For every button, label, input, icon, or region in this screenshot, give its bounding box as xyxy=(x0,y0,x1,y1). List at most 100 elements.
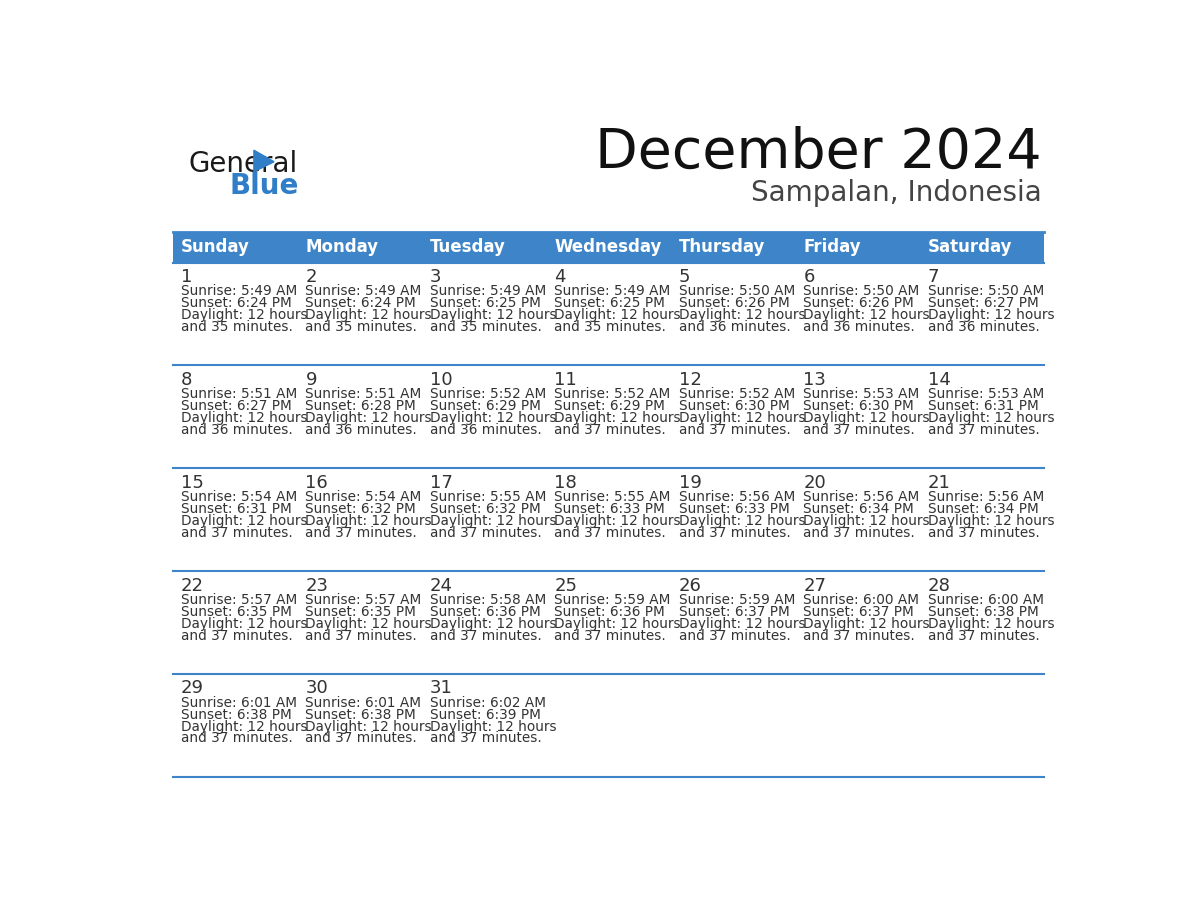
Text: 5: 5 xyxy=(678,268,690,286)
Text: Daylight: 12 hours: Daylight: 12 hours xyxy=(181,617,308,631)
Text: Daylight: 12 hours: Daylight: 12 hours xyxy=(555,514,681,528)
Text: Sunset: 6:32 PM: Sunset: 6:32 PM xyxy=(430,502,541,516)
Text: and 37 minutes.: and 37 minutes. xyxy=(555,629,666,643)
Text: and 37 minutes.: and 37 minutes. xyxy=(430,629,542,643)
Text: 15: 15 xyxy=(181,474,204,492)
Text: Sunrise: 5:55 AM: Sunrise: 5:55 AM xyxy=(430,490,546,504)
Text: Sunrise: 5:57 AM: Sunrise: 5:57 AM xyxy=(181,593,297,607)
Bar xyxy=(173,263,1044,365)
Text: Daylight: 12 hours: Daylight: 12 hours xyxy=(430,720,556,733)
Text: Sunset: 6:27 PM: Sunset: 6:27 PM xyxy=(181,399,292,413)
Text: Sunset: 6:25 PM: Sunset: 6:25 PM xyxy=(430,297,541,310)
Bar xyxy=(671,365,796,468)
Text: Sunrise: 5:56 AM: Sunrise: 5:56 AM xyxy=(803,490,920,504)
Text: and 36 minutes.: and 36 minutes. xyxy=(803,320,915,334)
Text: Daylight: 12 hours: Daylight: 12 hours xyxy=(678,514,805,528)
Text: Daylight: 12 hours: Daylight: 12 hours xyxy=(678,308,805,322)
Text: 28: 28 xyxy=(928,577,950,595)
Text: Sunset: 6:33 PM: Sunset: 6:33 PM xyxy=(555,502,665,516)
Text: Sunset: 6:34 PM: Sunset: 6:34 PM xyxy=(803,502,914,516)
Text: Daylight: 12 hours: Daylight: 12 hours xyxy=(181,720,308,733)
Text: Sunset: 6:35 PM: Sunset: 6:35 PM xyxy=(305,605,416,619)
Bar xyxy=(671,674,796,777)
Text: Sunset: 6:33 PM: Sunset: 6:33 PM xyxy=(678,502,790,516)
Text: and 37 minutes.: and 37 minutes. xyxy=(305,526,417,540)
Text: 2: 2 xyxy=(305,268,317,286)
Bar xyxy=(796,674,920,777)
Text: and 37 minutes.: and 37 minutes. xyxy=(181,732,292,745)
Text: Sunrise: 5:49 AM: Sunrise: 5:49 AM xyxy=(181,285,297,298)
Text: Sunset: 6:24 PM: Sunset: 6:24 PM xyxy=(181,297,292,310)
Bar xyxy=(422,468,546,571)
Text: Sunrise: 5:53 AM: Sunrise: 5:53 AM xyxy=(928,387,1044,401)
Text: Sunrise: 5:59 AM: Sunrise: 5:59 AM xyxy=(678,593,795,607)
Bar xyxy=(298,571,422,674)
Text: and 37 minutes.: and 37 minutes. xyxy=(803,423,915,437)
Bar xyxy=(796,263,920,365)
Text: 24: 24 xyxy=(430,577,453,595)
Bar xyxy=(920,571,1044,674)
Bar xyxy=(173,263,298,365)
Text: 20: 20 xyxy=(803,474,826,492)
Text: 4: 4 xyxy=(555,268,565,286)
Text: Daylight: 12 hours: Daylight: 12 hours xyxy=(803,514,930,528)
Text: Sunrise: 5:56 AM: Sunrise: 5:56 AM xyxy=(678,490,795,504)
Text: 12: 12 xyxy=(678,371,702,389)
Bar xyxy=(671,468,796,571)
Text: Daylight: 12 hours: Daylight: 12 hours xyxy=(305,617,432,631)
Text: and 35 minutes.: and 35 minutes. xyxy=(181,320,293,334)
Bar xyxy=(920,263,1044,365)
Bar xyxy=(796,571,920,674)
Bar xyxy=(173,468,298,571)
Text: Sunset: 6:32 PM: Sunset: 6:32 PM xyxy=(305,502,416,516)
Bar xyxy=(298,365,422,468)
Text: Sunset: 6:37 PM: Sunset: 6:37 PM xyxy=(678,605,790,619)
Text: Sunrise: 5:57 AM: Sunrise: 5:57 AM xyxy=(305,593,422,607)
Text: and 37 minutes.: and 37 minutes. xyxy=(430,526,542,540)
Text: Sunset: 6:24 PM: Sunset: 6:24 PM xyxy=(305,297,416,310)
Text: Daylight: 12 hours: Daylight: 12 hours xyxy=(430,308,556,322)
Text: and 36 minutes.: and 36 minutes. xyxy=(430,423,542,437)
Text: Sunset: 6:31 PM: Sunset: 6:31 PM xyxy=(928,399,1038,413)
Text: Daylight: 12 hours: Daylight: 12 hours xyxy=(928,411,1054,425)
Text: Sunrise: 5:50 AM: Sunrise: 5:50 AM xyxy=(678,285,795,298)
Text: and 35 minutes.: and 35 minutes. xyxy=(305,320,417,334)
Text: Daylight: 12 hours: Daylight: 12 hours xyxy=(430,411,556,425)
Text: 23: 23 xyxy=(305,577,329,595)
Text: Daylight: 12 hours: Daylight: 12 hours xyxy=(928,514,1054,528)
Text: Sunrise: 6:01 AM: Sunrise: 6:01 AM xyxy=(181,696,297,710)
Text: Sunset: 6:35 PM: Sunset: 6:35 PM xyxy=(181,605,292,619)
Text: 9: 9 xyxy=(305,371,317,389)
Text: 22: 22 xyxy=(181,577,204,595)
Text: Daylight: 12 hours: Daylight: 12 hours xyxy=(305,308,432,322)
Text: Sunset: 6:34 PM: Sunset: 6:34 PM xyxy=(928,502,1038,516)
Bar xyxy=(298,263,422,365)
Text: Sunset: 6:36 PM: Sunset: 6:36 PM xyxy=(555,605,665,619)
Text: 17: 17 xyxy=(430,474,453,492)
Text: Daylight: 12 hours: Daylight: 12 hours xyxy=(803,411,930,425)
Bar xyxy=(173,232,1044,263)
Bar xyxy=(546,263,671,365)
Text: Sunrise: 5:59 AM: Sunrise: 5:59 AM xyxy=(555,593,671,607)
Text: Daylight: 12 hours: Daylight: 12 hours xyxy=(305,720,432,733)
Bar xyxy=(920,468,1044,571)
Text: and 35 minutes.: and 35 minutes. xyxy=(555,320,666,334)
Text: Sunrise: 6:01 AM: Sunrise: 6:01 AM xyxy=(305,696,422,710)
Text: 7: 7 xyxy=(928,268,940,286)
Text: Sunset: 6:29 PM: Sunset: 6:29 PM xyxy=(555,399,665,413)
Text: and 37 minutes.: and 37 minutes. xyxy=(678,423,790,437)
Text: and 36 minutes.: and 36 minutes. xyxy=(305,423,417,437)
Text: Sunrise: 5:49 AM: Sunrise: 5:49 AM xyxy=(430,285,546,298)
Text: Sunrise: 5:52 AM: Sunrise: 5:52 AM xyxy=(555,387,671,401)
Text: Sunset: 6:28 PM: Sunset: 6:28 PM xyxy=(305,399,416,413)
Bar xyxy=(546,365,671,468)
Text: Daylight: 12 hours: Daylight: 12 hours xyxy=(928,617,1054,631)
Text: Sunrise: 5:52 AM: Sunrise: 5:52 AM xyxy=(430,387,546,401)
Text: Sunrise: 5:49 AM: Sunrise: 5:49 AM xyxy=(305,285,422,298)
Text: Sunrise: 6:00 AM: Sunrise: 6:00 AM xyxy=(803,593,920,607)
Text: Sunrise: 6:00 AM: Sunrise: 6:00 AM xyxy=(928,593,1044,607)
Bar xyxy=(422,571,546,674)
Text: Daylight: 12 hours: Daylight: 12 hours xyxy=(555,308,681,322)
Text: Sunset: 6:30 PM: Sunset: 6:30 PM xyxy=(803,399,914,413)
Text: Daylight: 12 hours: Daylight: 12 hours xyxy=(305,411,432,425)
